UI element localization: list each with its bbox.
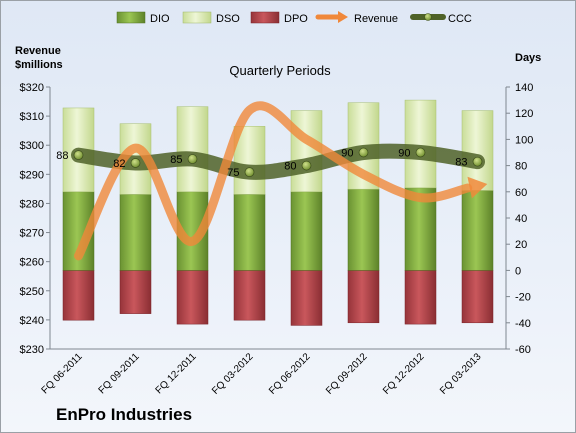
bar-dpo <box>404 270 437 325</box>
right-tick-label: -20 <box>515 292 531 304</box>
ccc-point <box>130 158 141 168</box>
x-tick-label: FQ 03-2012 <box>210 351 256 397</box>
left-tick-label: $320 <box>20 82 44 94</box>
bar-dpo <box>290 270 323 326</box>
legend-item-dio: DIO <box>116 11 170 25</box>
right-axis-ticks: -60 -40 -20 0 20 40 60 80 100 120 140 <box>506 82 533 356</box>
right-tick-label: 140 <box>515 82 533 94</box>
ccc-data-label: 88 <box>56 150 68 162</box>
bar-dio <box>290 191 323 271</box>
right-tick-label: 80 <box>515 161 527 173</box>
legend-item-revenue: Revenue <box>315 11 398 25</box>
legend-label-revenue: Revenue <box>354 13 398 25</box>
bar-dpo <box>461 270 494 324</box>
left-tick-label: $310 <box>20 111 44 123</box>
x-tick-label: FQ 03-2013 <box>438 351 484 397</box>
bar-dpo <box>233 270 266 321</box>
bar-dio <box>233 194 266 271</box>
chart-title: Quarterly Periods <box>229 63 331 78</box>
bar-dio <box>347 188 380 271</box>
bar-dso <box>176 106 209 193</box>
left-axis-label-line2: $millions <box>15 59 63 71</box>
ccc-data-label: 80 <box>284 161 296 173</box>
ccc-data-label: 83 <box>455 157 467 169</box>
line-series: 88 82 85 75 80 90 90 83 <box>56 101 488 261</box>
right-tick-label: 60 <box>515 187 527 199</box>
left-tick-label: $260 <box>20 257 44 269</box>
bar-dpo <box>62 270 95 321</box>
ccc-data-label: 90 <box>398 148 410 160</box>
company-name: EnPro Industries <box>56 405 192 424</box>
x-tick-label: FQ 06-2012 <box>267 351 313 397</box>
legend-item-dso: DSO <box>182 11 240 25</box>
legend-label-dio: DIO <box>150 13 170 25</box>
ccc-point <box>358 147 369 158</box>
ccc-point <box>244 167 255 177</box>
right-axis-label: Days <box>515 52 541 64</box>
left-tick-label: $240 <box>20 315 44 327</box>
ccc-point <box>73 150 84 160</box>
bar-dio <box>461 190 494 271</box>
legend-item-ccc: CCC <box>410 13 472 25</box>
ccc-data-label: 75 <box>227 167 239 179</box>
left-tick-label: $250 <box>20 286 44 298</box>
plot-axes <box>49 87 507 350</box>
left-axis-label-line1: Revenue <box>15 45 61 57</box>
left-axis-ticks: $230 $240 $250 $260 $270 $280 $290 $300 $310 $320 <box>20 82 50 356</box>
arrow-icon <box>338 11 348 23</box>
x-tick-label: FQ 12-2012 <box>381 351 427 397</box>
bar-dpo <box>347 270 380 324</box>
bar-dio <box>119 194 152 271</box>
legend-label-ccc: CCC <box>448 13 472 25</box>
revenue-arrowhead <box>467 176 488 199</box>
ccc-data-label: 85 <box>170 154 182 166</box>
legend-item-dpo: DPO <box>250 11 308 25</box>
bar-dpo <box>119 270 152 314</box>
x-axis-labels: FQ 06-2011 FQ 09-2011 FQ 12-2011 FQ 03-2012… <box>40 351 484 397</box>
ccc-point <box>301 160 312 171</box>
left-tick-label: $290 <box>20 169 44 181</box>
ccc-data-label: 82 <box>113 158 125 170</box>
x-tick-label: FQ 09-2011 <box>97 351 142 396</box>
ccc-data-label: 90 <box>341 148 353 160</box>
left-tick-label: $270 <box>20 228 44 240</box>
legend: DIO DSO DPO Revenue CCC <box>116 11 472 25</box>
ccc-point <box>415 147 426 158</box>
right-tick-label: 100 <box>515 134 533 146</box>
x-tick-label: FQ 09-2012 <box>324 351 370 397</box>
right-tick-label: 0 <box>515 265 521 277</box>
right-tick-label: -40 <box>515 318 531 330</box>
bar-dso <box>290 110 323 193</box>
left-tick-label: $280 <box>20 198 44 210</box>
revenue-line <box>74 101 473 261</box>
right-tick-label: 120 <box>515 108 533 120</box>
left-tick-label: $300 <box>20 140 44 152</box>
right-tick-label: -60 <box>515 344 531 356</box>
ccc-point <box>472 156 483 167</box>
bar-dso <box>404 99 437 189</box>
bar-dso <box>461 110 494 191</box>
stacked-bars <box>62 99 494 326</box>
right-tick-label: 40 <box>515 213 527 225</box>
right-tick-label: 20 <box>515 239 527 251</box>
left-tick-label: $230 <box>20 344 44 356</box>
ccc-point <box>187 154 198 164</box>
x-tick-label: FQ 12-2011 <box>154 351 199 396</box>
x-tick-label: FQ 06-2011 <box>40 351 85 396</box>
bar-dpo <box>176 270 209 325</box>
legend-label-dso: DSO <box>216 13 240 25</box>
legend-label-dpo: DPO <box>284 13 308 25</box>
